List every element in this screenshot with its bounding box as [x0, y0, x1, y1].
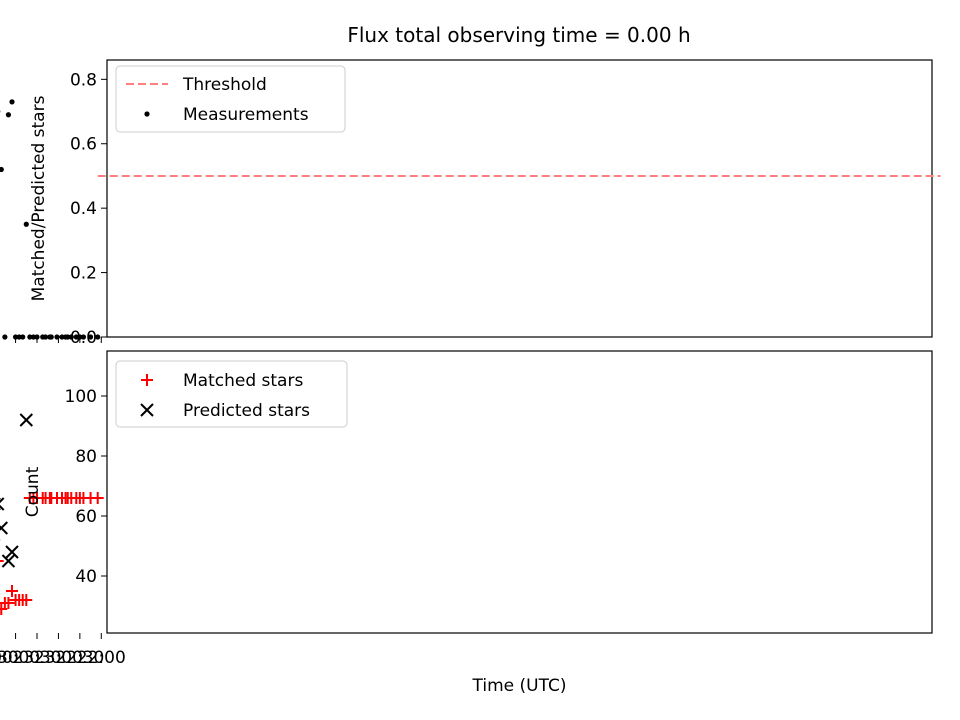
measurement-point: [5, 112, 12, 118]
top-y-axis-label: Matched/Predicted stars: [29, 95, 49, 301]
predicted-star-point: [19, 413, 33, 427]
measurement-point: [80, 334, 87, 340]
bottom-y-tick-label: 60: [75, 507, 97, 527]
bottom-y-tick-label: 100: [65, 387, 97, 407]
chart-title: Flux total observing time = 0.00 h: [347, 23, 690, 47]
measurement-point: [87, 334, 94, 340]
measurement-point: [16, 334, 22, 340]
measurement-point: [2, 334, 8, 340]
top-y-tick-label: 0.2: [70, 264, 97, 284]
top-y-tick-label: 0.6: [70, 135, 97, 155]
legend-matched-swatch: [141, 374, 153, 386]
measurement-point: [34, 334, 40, 340]
predicted-star-point: [1, 554, 16, 568]
measurement-point: [30, 334, 37, 340]
x-tick-label: 23:30: [13, 648, 62, 668]
measurement-point: [62, 334, 69, 340]
matched-star-point: [6, 585, 18, 597]
x-tick-label: 22:00: [77, 648, 126, 668]
top-y-tick-label: 0.8: [70, 70, 97, 90]
predicted-star-point: [0, 497, 5, 511]
measurement-point: [47, 334, 53, 340]
top-legend: Threshold Measurements: [115, 65, 346, 133]
matched-star-point: [23, 492, 36, 504]
measurement-point: [95, 334, 101, 340]
measurement-point: [59, 334, 65, 340]
measurement-point: [9, 99, 15, 105]
legend-measurements-swatch: [144, 111, 150, 117]
x-tick-label: 22:30: [55, 648, 104, 668]
legend-matched-label: Matched stars: [183, 371, 303, 391]
top-legend-box: [115, 65, 346, 133]
x-axis-label: Time (UTC): [472, 676, 567, 696]
x-tick-label: 00:30: [0, 648, 19, 668]
bottom-legend-box: [115, 360, 348, 428]
legend-threshold-label: Threshold: [182, 75, 267, 95]
measurement-point: [23, 221, 29, 227]
top-y-tick-label: 0.4: [70, 199, 97, 219]
legend-predicted-swatch: [140, 403, 154, 417]
measurement-point: [40, 334, 46, 340]
measurement-point: [68, 334, 74, 340]
predicted-star-point: [5, 545, 19, 559]
bottom-axes-frame: [106, 350, 933, 634]
bottom-y-tick-label: 40: [75, 567, 97, 587]
measurement-point: [12, 334, 19, 340]
measurement-point: [54, 334, 60, 340]
legend-measurements-label: Measurements: [183, 105, 309, 125]
matched-star-point: [9, 594, 22, 606]
measurement-point: [20, 334, 26, 340]
measurement-point: [0, 166, 4, 173]
bottom-legend: Matched stars Predicted stars: [115, 360, 348, 428]
x-tick-label: 23:00: [34, 648, 83, 668]
legend-predicted-label: Predicted stars: [183, 401, 310, 421]
measurement-point: [73, 334, 79, 340]
bottom-plot: 40608010022:0022:3023:0023:3000:0000:300…: [0, 350, 933, 668]
bottom-y-tick-label: 80: [75, 447, 97, 467]
bottom-y-axis-label: Count: [23, 466, 43, 517]
top-axes-frame: [106, 59, 933, 338]
x-tick-label: 00:00: [0, 648, 40, 668]
measurement-point: [77, 334, 83, 340]
matched-star-point: [0, 560, 4, 562]
top-plot: 0.00.20.40.60.8: [0, 59, 941, 348]
predicted-star-point: [0, 521, 8, 535]
matched-star-point: [0, 603, 8, 615]
measurement-point: [27, 334, 33, 340]
